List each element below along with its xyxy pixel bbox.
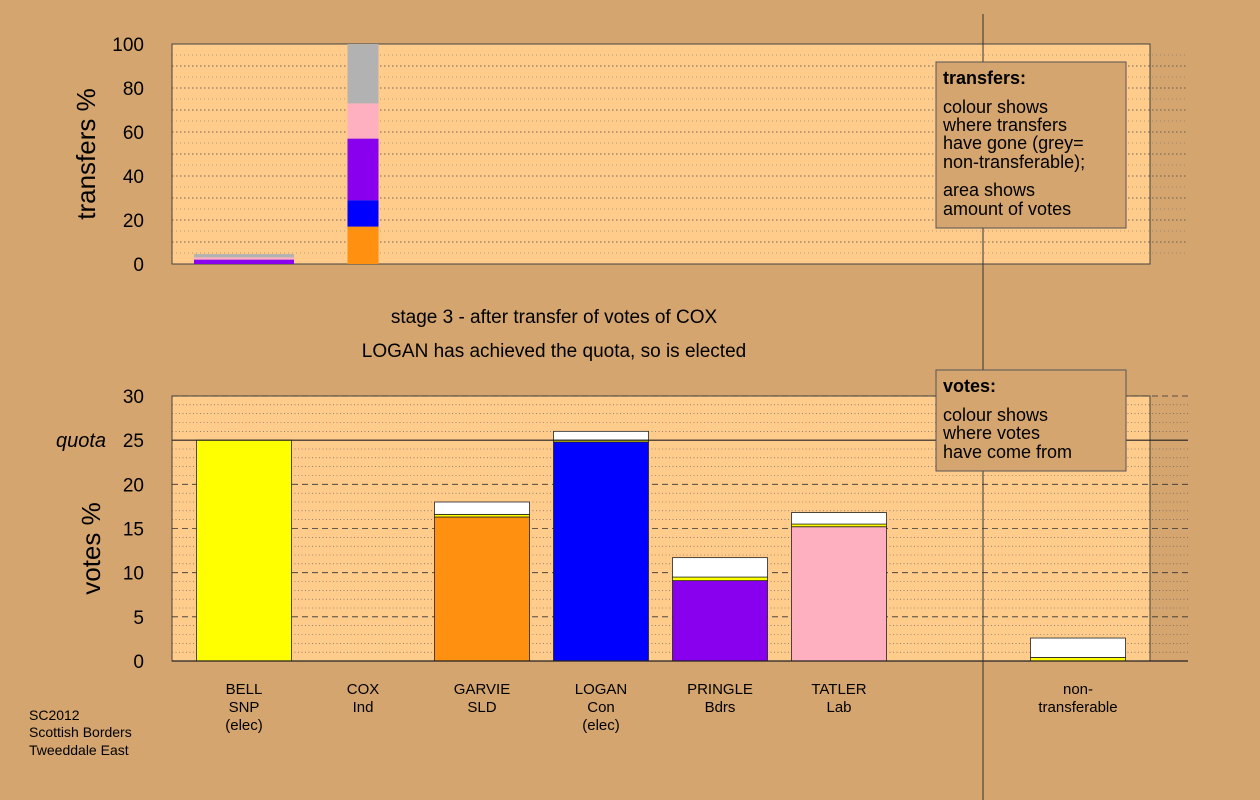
candidate-party: transferable bbox=[1038, 699, 1117, 716]
candidate-party: Lab bbox=[826, 699, 851, 716]
y-tick-label: 20 bbox=[123, 211, 144, 232]
candidate-labels: BELLSNP(elec)COXIndGARVIESLDLOGANCon(ele… bbox=[225, 681, 1117, 734]
candidate-name: COX bbox=[347, 681, 380, 698]
footer-line-3: Tweeddale East bbox=[29, 742, 129, 758]
y-tick-label: 25 bbox=[123, 431, 144, 452]
footer-line-2: Scottish Borders bbox=[29, 724, 132, 740]
vote-bar-pringle-from-bell bbox=[672, 576, 768, 582]
legend-transfers: transfers: colour shows where transfers … bbox=[935, 61, 1127, 229]
vote-bar-bell-from-bell bbox=[196, 439, 292, 662]
legend-transfers-line: colour shows bbox=[943, 97, 1048, 117]
vote-bar-garvie-from-cox bbox=[434, 501, 530, 515]
y-tick-label: 80 bbox=[123, 79, 144, 100]
y-tick-label: 0 bbox=[133, 255, 144, 276]
candidate-party: Bdrs bbox=[705, 699, 736, 716]
legend-transfers-line: amount of votes bbox=[943, 199, 1071, 219]
vote-bar-non-transferable-from-cox bbox=[1030, 637, 1126, 658]
candidate-name: LOGAN bbox=[575, 681, 628, 698]
footer: SC2012 Scottish Borders Tweeddale East bbox=[29, 707, 132, 758]
transfer-bar-cox-to-tatler bbox=[347, 103, 379, 139]
y-tick-label: 20 bbox=[123, 475, 144, 496]
y-tick-label: 15 bbox=[123, 520, 144, 541]
quota-label: quota bbox=[56, 430, 106, 452]
vote-bar-logan-from-logan bbox=[553, 441, 649, 662]
vote-bar-garvie-from-garvie bbox=[434, 516, 530, 662]
y-tick-label: 10 bbox=[123, 564, 144, 585]
vote-bar-pringle-from-pringle bbox=[672, 580, 768, 662]
candidate-name: PRINGLE bbox=[687, 681, 753, 698]
caption-stage: stage 3 - after transfer of votes of COX bbox=[391, 307, 718, 328]
candidate-name: TATLER bbox=[811, 681, 866, 698]
legend-votes-title: votes: bbox=[943, 376, 996, 396]
candidate-party: Ind bbox=[353, 699, 374, 716]
transfer-bar-cox-to-logan bbox=[347, 200, 379, 227]
vote-bar-tatler-from-tatler bbox=[791, 526, 887, 662]
legend-transfers-box bbox=[935, 61, 1127, 229]
candidate-note: (elec) bbox=[225, 717, 263, 734]
y-tick-label: 5 bbox=[133, 608, 144, 629]
vote-bar-tatler-from-cox bbox=[791, 512, 887, 525]
y-axis-title: transfers % bbox=[71, 88, 101, 220]
vote-bar-logan-from-cox bbox=[553, 430, 649, 441]
legend-transfers-line: non-transferable); bbox=[943, 152, 1085, 172]
y-tick-label: 30 bbox=[123, 387, 144, 408]
candidate-name: non- bbox=[1063, 681, 1093, 698]
transfer-bar-cox-to-non-transferable bbox=[347, 44, 379, 104]
y-axis-title: votes % bbox=[76, 502, 106, 595]
transfer-bar-bell-to-non-transferable bbox=[194, 254, 294, 258]
legend-votes-line: have come from bbox=[943, 442, 1072, 462]
candidate-note: (elec) bbox=[582, 717, 620, 734]
legend-transfers-line: where transfers bbox=[942, 115, 1067, 135]
legend-transfers-line: have gone (grey= bbox=[943, 133, 1084, 153]
legend-transfers-title: transfers: bbox=[943, 68, 1026, 88]
legend-votes-line: colour shows bbox=[943, 405, 1048, 425]
y-tick-label: 60 bbox=[123, 123, 144, 144]
legend-votes-line: where votes bbox=[942, 423, 1040, 443]
y-tick-label: 100 bbox=[112, 35, 144, 56]
candidate-party: SNP bbox=[229, 699, 260, 716]
legend-votes-box bbox=[935, 369, 1127, 472]
transfer-bar-bell-to-tatler bbox=[194, 257, 294, 260]
candidate-party: Con bbox=[587, 699, 615, 716]
y-tick-label: 0 bbox=[133, 652, 144, 673]
legend-votes: votes: colour shows where votes have com… bbox=[935, 369, 1127, 472]
transfer-bar-cox-to-garvie bbox=[347, 226, 379, 264]
caption-elected: LOGAN has achieved the quota, so is elec… bbox=[362, 341, 746, 362]
candidate-name: BELL bbox=[226, 681, 263, 698]
transfer-bar-bell-to-pringle bbox=[194, 259, 294, 264]
legend-transfers-line: area shows bbox=[943, 180, 1035, 200]
candidate-party: SLD bbox=[467, 699, 496, 716]
y-tick-label: 40 bbox=[123, 167, 144, 188]
candidate-name: GARVIE bbox=[454, 681, 510, 698]
transfer-bar-cox-to-pringle bbox=[347, 138, 379, 201]
footer-line-1: SC2012 bbox=[29, 707, 80, 723]
vote-bar-pringle-from-cox bbox=[672, 557, 768, 578]
